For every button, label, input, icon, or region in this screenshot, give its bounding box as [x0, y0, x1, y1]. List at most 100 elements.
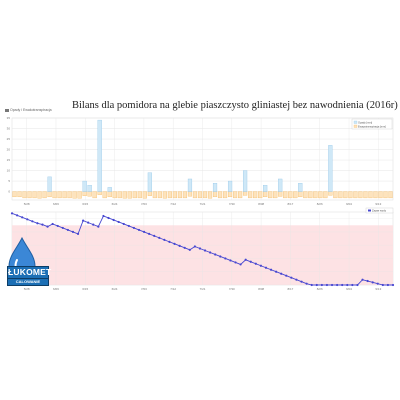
water-point	[142, 230, 146, 234]
x-tick-label: 8/26	[317, 202, 323, 206]
et-bar	[388, 191, 393, 199]
water-point	[244, 258, 247, 261]
legend-label-et: Ewapotranspiracja [mm]	[358, 125, 386, 129]
rain-bar	[298, 183, 303, 192]
water-point	[203, 249, 207, 252]
et-bar	[243, 191, 248, 196]
rain-bar	[147, 172, 152, 192]
water-point	[219, 255, 222, 258]
water-point	[168, 240, 171, 243]
water-point	[249, 260, 252, 263]
logo-subtitle: CALOWANIE	[7, 278, 49, 286]
et-bar	[338, 191, 343, 199]
rain-bar	[82, 180, 87, 192]
water-point	[381, 283, 384, 287]
et-bar	[27, 191, 32, 199]
et-bar	[102, 191, 107, 199]
et-bar	[353, 191, 358, 199]
water-point	[148, 232, 151, 235]
water-point	[209, 251, 212, 254]
water-point	[41, 223, 44, 226]
et-bar	[233, 191, 238, 199]
water-point	[163, 238, 166, 241]
water-point	[92, 223, 95, 226]
water-point	[87, 221, 90, 224]
legend-swatch	[5, 108, 9, 112]
rain-bar	[278, 178, 283, 192]
x-tick-label: 6/15	[82, 202, 88, 206]
water-point	[117, 220, 120, 224]
chart-title: Bilans dla pomidora na glebie piaszczyst…	[72, 100, 398, 111]
water-point	[51, 222, 54, 226]
rain-bar	[107, 187, 112, 192]
water-point	[269, 268, 273, 271]
water-point	[127, 224, 130, 228]
et-bar	[238, 191, 243, 199]
legend-precip-et: Opady i Ewakotranspiracja	[5, 108, 52, 112]
et-bar	[308, 191, 313, 199]
x-tick-label: 9/13	[375, 287, 381, 291]
et-bar	[298, 191, 303, 198]
et-bar	[157, 191, 162, 199]
et-bar	[197, 191, 203, 199]
x-tick-label: 7/03	[141, 202, 147, 206]
water-point	[71, 230, 75, 234]
water-point	[46, 225, 49, 228]
et-bar	[77, 191, 82, 199]
et-bar	[303, 191, 308, 199]
et-bar	[207, 191, 213, 199]
et-bar	[383, 191, 388, 199]
y-tick-label: 10	[7, 169, 11, 173]
rain-bar	[187, 178, 193, 192]
water-point	[386, 283, 390, 287]
et-bar	[112, 191, 117, 199]
et-bar	[172, 191, 178, 199]
water-point	[336, 283, 339, 287]
water-point	[193, 245, 196, 248]
et-bar	[273, 191, 278, 199]
x-tick-label: 6/24	[112, 202, 118, 206]
et-bar	[87, 191, 92, 197]
et-bar	[152, 191, 157, 199]
water-point	[259, 264, 263, 267]
x-tick-label: 8/08	[258, 202, 264, 206]
water-point	[290, 276, 293, 279]
x-tick-label: 6/24	[112, 287, 118, 291]
et-bar	[222, 191, 228, 199]
water-point	[366, 279, 369, 283]
et-bar	[248, 191, 253, 199]
water-point	[315, 283, 318, 287]
et-bar	[107, 191, 112, 198]
et-bar	[368, 191, 373, 199]
et-bar	[323, 191, 328, 199]
x-tick-label: 9/04	[346, 287, 352, 291]
water-point	[61, 226, 64, 230]
rain-bar	[227, 180, 233, 192]
water-point	[198, 247, 202, 250]
water-point	[346, 283, 349, 287]
et-bar	[47, 191, 52, 198]
x-tick-label: 7/30	[229, 202, 235, 206]
x-tick-label: 7/12	[170, 202, 176, 206]
water-point	[305, 282, 308, 285]
x-tick-label: 5/28	[24, 202, 30, 206]
water-point	[97, 225, 100, 228]
x-tick-label: 8/17	[288, 287, 294, 291]
water-point	[325, 283, 329, 287]
rain-bar	[263, 185, 268, 192]
et-bar	[167, 191, 172, 199]
legend-swatch-et	[353, 124, 358, 128]
et-bar	[32, 191, 37, 199]
x-tick-label: 6/15	[82, 287, 88, 291]
et-bar	[333, 191, 338, 199]
water-point	[102, 214, 105, 218]
legend-label-rain: Opady [mm]	[358, 121, 372, 125]
water-point	[295, 278, 298, 281]
y-tick-label: 5	[8, 179, 10, 183]
et-bar	[82, 191, 87, 196]
water-point	[188, 248, 191, 251]
et-bar	[348, 191, 353, 199]
et-bar	[117, 191, 122, 199]
water-point	[15, 214, 19, 217]
et-bar	[283, 191, 288, 199]
